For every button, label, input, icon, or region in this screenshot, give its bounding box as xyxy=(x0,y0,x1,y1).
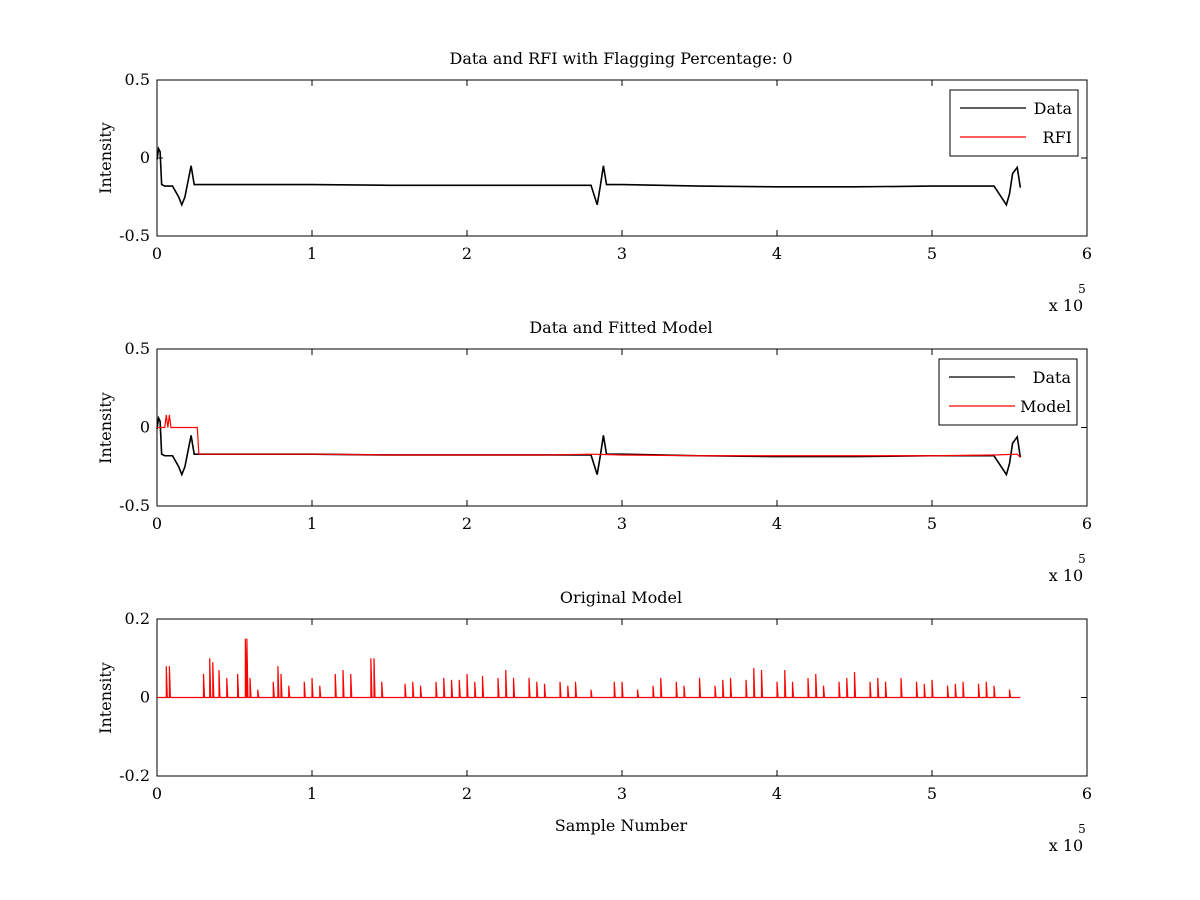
x-tick-label: 2 xyxy=(462,514,472,533)
legend-label: Data xyxy=(1033,368,1072,387)
legend-box xyxy=(938,358,1078,426)
x-tick-label: 4 xyxy=(772,244,782,263)
x-tick-label: 0 xyxy=(152,514,162,533)
series-line-model xyxy=(157,638,1021,699)
series-line-model xyxy=(157,414,1021,458)
x-tick-label: 1 xyxy=(307,244,317,263)
x-tick-label: 0 xyxy=(152,244,162,263)
y-tick-label: -0.5 xyxy=(119,496,150,515)
x-axis-label: Sample Number xyxy=(555,816,688,835)
panel-middle: Data and Fitted Model Intensity x 10 5 0… xyxy=(96,318,1092,585)
y-tick-label: 0.5 xyxy=(125,70,150,89)
x-tick-label: 4 xyxy=(772,514,782,533)
series-line-data xyxy=(156,145,1022,207)
y-axis-label: Intensity xyxy=(96,122,115,194)
x-tick-label: 2 xyxy=(462,244,472,263)
y-tick-label: -0.2 xyxy=(119,766,150,785)
chart-title: Data and Fitted Model xyxy=(529,318,712,337)
x-tick-label: 6 xyxy=(1082,244,1092,263)
x-tick-label: 2 xyxy=(462,784,472,803)
x-tick-label: 6 xyxy=(1082,514,1092,533)
x-tick-label: 6 xyxy=(1082,784,1092,803)
x-tick-label: 3 xyxy=(617,244,627,263)
legend-label: RFI xyxy=(1043,128,1072,147)
y-tick-label: 0.2 xyxy=(125,609,150,628)
x-exponent-value: 5 xyxy=(1078,552,1086,566)
panel-bottom: Original Model Intensity Sample Number x… xyxy=(96,588,1092,855)
x-exponent-value: 5 xyxy=(1078,822,1086,836)
x-tick-label: 3 xyxy=(617,514,627,533)
x-exponent-label: x 10 xyxy=(1049,296,1083,315)
y-tick-label: 0 xyxy=(140,688,150,707)
legend-box xyxy=(949,89,1079,157)
legend-label: Model xyxy=(1020,397,1071,416)
x-tick-label: 5 xyxy=(927,784,937,803)
x-tick-label: 0 xyxy=(152,784,162,803)
chart-title: Data and RFI with Flagging Percentage: 0 xyxy=(449,49,792,68)
y-tick-label: 0.5 xyxy=(125,339,150,358)
plot-area xyxy=(156,79,1088,237)
y-axis-label: Intensity xyxy=(96,392,115,464)
x-tick-label: 3 xyxy=(617,784,627,803)
y-tick-label: 0 xyxy=(140,148,150,167)
y-axis-label: Intensity xyxy=(96,662,115,734)
x-tick-label: 1 xyxy=(307,784,317,803)
y-tick-label: -0.5 xyxy=(119,226,150,245)
y-tick-label: 0 xyxy=(140,418,150,437)
x-tick-label: 4 xyxy=(772,784,782,803)
x-tick-label: 5 xyxy=(927,244,937,263)
x-tick-label: 1 xyxy=(307,514,317,533)
x-exponent-value: 5 xyxy=(1078,282,1086,296)
x-exponent-label: x 10 xyxy=(1049,566,1083,585)
legend-label: Data xyxy=(1034,99,1073,118)
x-tick-label: 5 xyxy=(927,514,937,533)
chart-title: Original Model xyxy=(560,588,682,607)
x-exponent-label: x 10 xyxy=(1049,836,1083,855)
plot-area xyxy=(156,348,1088,507)
panel-top: Data and RFI with Flagging Percentage: 0… xyxy=(96,49,1092,315)
